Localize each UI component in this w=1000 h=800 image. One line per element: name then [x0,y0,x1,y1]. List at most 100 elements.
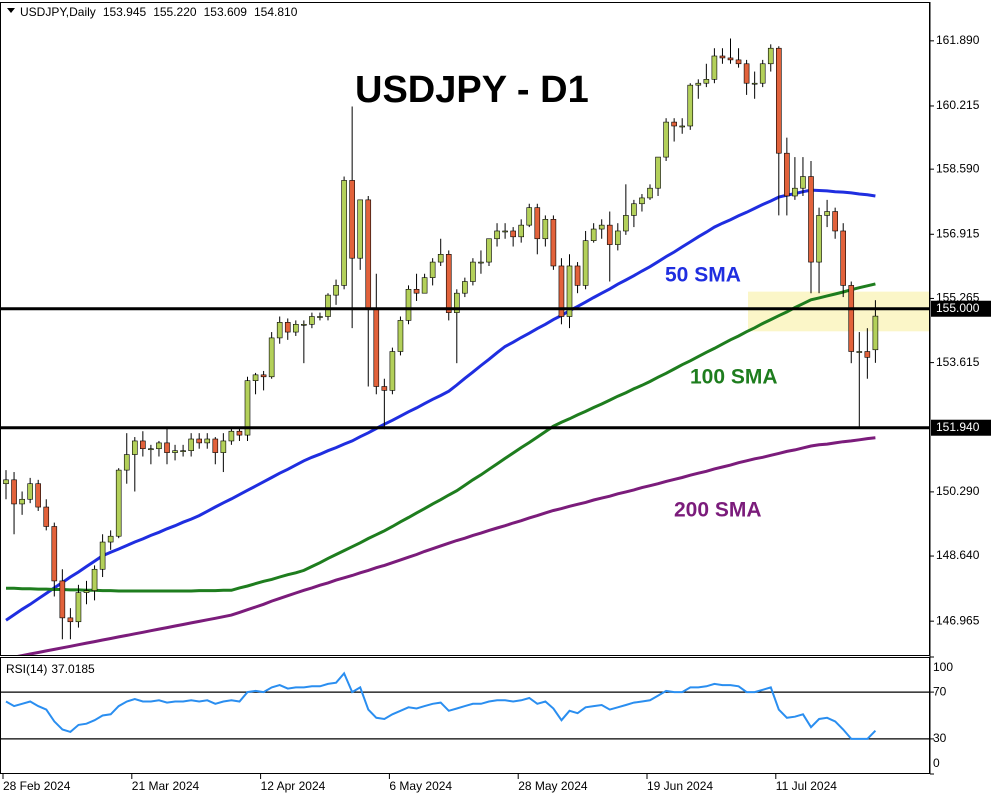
candle-body [816,215,822,263]
candle-body [695,82,702,86]
candle-body [268,337,275,378]
x-tick-label: 28 Feb 2024 [3,779,71,793]
candle-body [759,63,766,84]
chart-title: USDJPY - D1 [355,69,589,111]
candle-body [727,57,734,61]
candle-body [11,479,17,505]
candle-body [872,315,879,351]
candle-body [792,187,798,197]
candle-body [639,197,645,205]
candle-body [784,152,790,197]
candle-body [276,322,283,339]
candle-body [832,211,838,232]
y-tick-label: 153.615 [936,355,980,369]
candle-body [631,203,637,216]
candle-body [365,199,372,310]
candle-body [848,285,855,352]
candle-body [204,438,211,444]
x-tick-label: 21 Mar 2024 [132,779,200,793]
quote: 153.945 [103,5,147,19]
y-tick-label: 158.590 [936,161,980,175]
candle-body [647,187,653,199]
candle-body [534,207,541,240]
menu-icon[interactable] [7,8,15,13]
candle-body [260,374,267,378]
candle-body [228,430,235,442]
sma-label: 50 SMA [665,264,741,287]
quote: 153.609 [204,5,248,19]
sma-line [5,188,876,622]
candle-body [429,261,436,278]
candle-body [252,374,259,381]
candle-body [486,238,492,263]
candle-body [800,176,806,189]
x-tick-label: 12 Apr 2024 [261,779,326,793]
candle-body [687,84,694,127]
candle-body [703,79,710,84]
y-tick-label: 161.890 [936,33,980,47]
candle-body [502,230,508,233]
level-label-box [931,300,991,317]
candle-body [542,219,549,240]
symbol: USDJPY,Daily [20,5,96,19]
candle-body [494,230,500,240]
candle-body [51,526,58,582]
candle-body [172,450,178,453]
candle-body [123,454,130,471]
candle-body [341,180,347,286]
candle-body [840,230,847,286]
candle-body [91,568,98,591]
candle-body [582,240,589,286]
candle-body [808,176,814,263]
candle-body [19,498,25,505]
candle-body [606,224,613,245]
quote: 154.810 [254,5,298,19]
y-tick-label: 100 [933,660,953,674]
candle-body [478,261,484,264]
candle-body [357,199,364,259]
candle-body [35,483,42,508]
candle-body [550,219,557,267]
candle-body [180,450,186,452]
candle-body [462,281,468,294]
candle-body [856,351,863,353]
candle-body [453,292,460,313]
candle-body [445,254,452,313]
candle-body [719,55,726,59]
sma-line [17,436,876,655]
candle-body [566,265,573,317]
level-label: 151.940 [936,420,980,434]
candle-body [244,380,251,436]
candle-body [325,294,331,317]
candle-body [301,323,307,326]
candle-body [75,592,82,623]
candle-body [83,590,90,593]
candle-body [751,82,758,85]
candle-body [405,288,412,321]
candle-body [349,180,355,259]
candle-body [437,254,444,263]
candle-body [220,440,227,453]
candle-body [614,230,621,245]
candle-body [518,224,525,238]
price-frame [0,2,930,656]
y-tick-label: 160.215 [936,98,980,112]
candle-body [99,541,106,570]
candle-body [27,483,33,500]
y-tick-label: 156.915 [936,226,980,240]
rsi-header: RSI(14) 37.0185 [6,662,95,676]
rsi-plot: 100 70 30 0 RSI(14) 37.0185 [0,656,953,775]
candle-body [236,430,243,436]
candle-body [598,224,605,230]
rsi-name: RSI(14) [6,662,47,676]
x-tick-label: 19 Jun 2024 [647,779,713,793]
y-tick-label: 70 [933,684,947,698]
candle-body [140,440,146,450]
price-plot [0,38,930,655]
candle-body [156,442,162,450]
overlay: USDJPY,Daily 153.945 155.220 153.609 154.810… [2,2,991,793]
candle-body [317,316,323,318]
candle-body [333,285,339,296]
candle-body [526,207,533,226]
